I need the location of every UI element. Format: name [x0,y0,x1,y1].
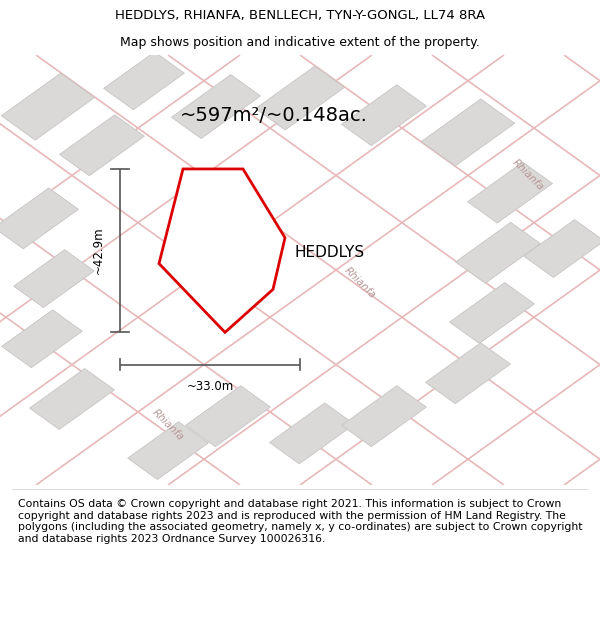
Polygon shape [425,342,511,404]
Polygon shape [104,52,184,109]
Polygon shape [449,282,535,343]
Text: ~33.0m: ~33.0m [187,379,233,392]
Polygon shape [159,169,285,332]
Polygon shape [59,115,145,176]
Text: Rhianfa: Rhianfa [343,265,377,301]
Polygon shape [29,369,115,429]
Polygon shape [14,250,94,308]
Polygon shape [341,386,427,447]
Polygon shape [185,386,271,447]
Text: ~597m²/~0.148ac.: ~597m²/~0.148ac. [180,106,368,125]
Text: Rhianfa: Rhianfa [511,158,545,193]
Polygon shape [0,188,79,249]
Polygon shape [2,310,82,368]
Text: Map shows position and indicative extent of the property.: Map shows position and indicative extent… [120,36,480,49]
Polygon shape [172,74,260,139]
Polygon shape [128,422,208,479]
Polygon shape [269,403,355,464]
Text: Contains OS data © Crown copyright and database right 2021. This information is : Contains OS data © Crown copyright and d… [18,499,583,544]
Polygon shape [455,222,541,283]
Polygon shape [421,99,515,166]
Polygon shape [256,66,344,130]
Text: ~42.9m: ~42.9m [92,227,105,274]
Text: Rhianfa: Rhianfa [151,408,185,442]
Polygon shape [467,162,553,223]
Polygon shape [1,73,95,140]
Polygon shape [341,85,427,146]
Text: HEDDLYS: HEDDLYS [295,245,365,260]
Text: HEDDLYS, RHIANFA, BENLLECH, TYN-Y-GONGL, LL74 8RA: HEDDLYS, RHIANFA, BENLLECH, TYN-Y-GONGL,… [115,9,485,22]
Polygon shape [524,219,600,278]
